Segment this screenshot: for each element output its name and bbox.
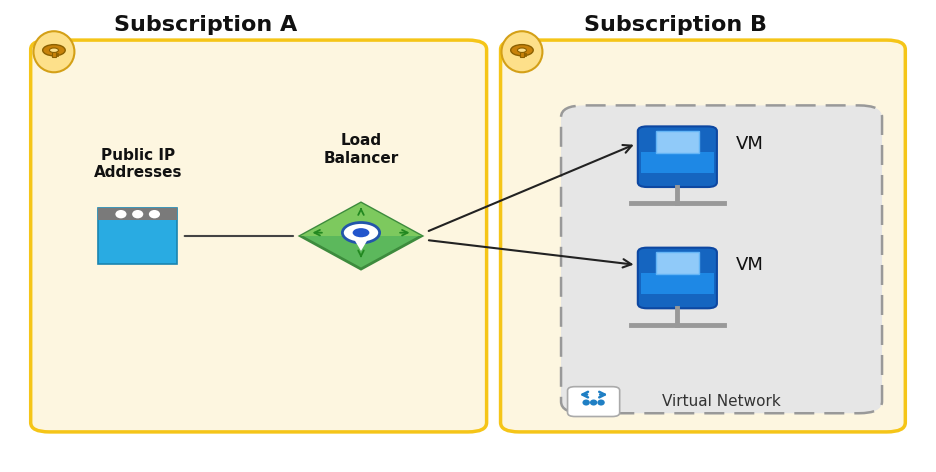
FancyBboxPatch shape xyxy=(656,253,699,274)
FancyBboxPatch shape xyxy=(31,40,487,432)
FancyBboxPatch shape xyxy=(520,51,523,57)
Ellipse shape xyxy=(115,210,126,219)
Text: Subscription A: Subscription A xyxy=(114,16,298,35)
Ellipse shape xyxy=(597,399,605,405)
Ellipse shape xyxy=(353,228,370,237)
Text: Subscription B: Subscription B xyxy=(584,16,768,35)
Ellipse shape xyxy=(149,210,160,219)
FancyBboxPatch shape xyxy=(640,152,714,173)
FancyBboxPatch shape xyxy=(52,51,55,57)
Text: Load
Balancer: Load Balancer xyxy=(323,133,399,166)
FancyBboxPatch shape xyxy=(561,105,882,413)
FancyBboxPatch shape xyxy=(637,126,717,187)
FancyBboxPatch shape xyxy=(55,53,58,54)
FancyBboxPatch shape xyxy=(98,208,177,264)
Ellipse shape xyxy=(50,48,58,52)
Text: Public IP
Addresses: Public IP Addresses xyxy=(94,148,182,180)
Ellipse shape xyxy=(590,399,597,405)
Polygon shape xyxy=(352,236,371,251)
Text: VM: VM xyxy=(736,135,764,152)
Ellipse shape xyxy=(502,31,543,72)
Ellipse shape xyxy=(343,222,380,243)
FancyBboxPatch shape xyxy=(523,55,526,56)
Text: Virtual Network: Virtual Network xyxy=(662,394,781,409)
Ellipse shape xyxy=(34,31,75,72)
Polygon shape xyxy=(300,203,421,236)
Ellipse shape xyxy=(582,399,590,405)
FancyBboxPatch shape xyxy=(567,387,620,416)
FancyBboxPatch shape xyxy=(98,208,177,220)
Polygon shape xyxy=(300,203,421,269)
FancyBboxPatch shape xyxy=(55,55,58,56)
Ellipse shape xyxy=(518,48,526,52)
FancyBboxPatch shape xyxy=(501,40,905,432)
Ellipse shape xyxy=(132,210,143,219)
FancyBboxPatch shape xyxy=(523,53,526,54)
Ellipse shape xyxy=(43,45,66,56)
FancyBboxPatch shape xyxy=(640,273,714,295)
Text: VM: VM xyxy=(736,256,764,274)
FancyBboxPatch shape xyxy=(637,248,717,308)
FancyBboxPatch shape xyxy=(656,131,699,152)
Ellipse shape xyxy=(511,45,534,56)
